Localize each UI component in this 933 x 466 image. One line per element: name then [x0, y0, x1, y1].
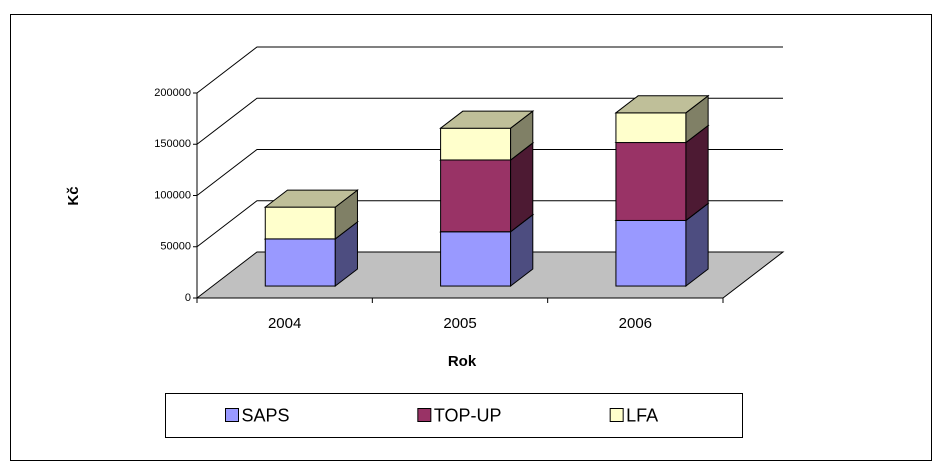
grid-line — [196, 149, 783, 196]
x-tick-label: 2004 — [268, 315, 301, 332]
bar-front — [615, 112, 687, 144]
x-tick-label: 2005 — [443, 315, 476, 332]
x-tick-label: 2006 — [619, 315, 652, 332]
bar-top — [263, 189, 359, 208]
grid-line — [196, 97, 783, 145]
legend-label: TOP-UP — [434, 405, 502, 425]
bar-front — [440, 159, 512, 233]
bar-top — [614, 95, 710, 114]
legend-label: SAPS — [242, 405, 290, 425]
bar — [614, 94, 710, 144]
y-tick-label: 50000 — [160, 241, 191, 253]
legend-label: LFA — [626, 405, 658, 425]
bar-front — [264, 238, 336, 287]
bar-top — [439, 110, 535, 129]
bar-front — [440, 231, 512, 287]
x-axis-title: Rok — [448, 353, 477, 370]
legend-swatch — [417, 408, 432, 422]
legend-swatch — [225, 408, 239, 422]
bar — [439, 110, 535, 161]
bar — [263, 189, 359, 240]
y-tick-label: 100000 — [154, 189, 191, 201]
grid-line — [196, 46, 783, 94]
y-axis-title: Kč — [65, 186, 82, 205]
bar-front — [615, 219, 687, 287]
bar-front — [440, 127, 512, 161]
y-tick-label: 0 — [185, 292, 191, 304]
bar-front — [264, 206, 336, 240]
grid-line — [196, 200, 783, 248]
y-tick-label: 150000 — [154, 138, 191, 150]
legend — [165, 393, 743, 438]
legend-swatch — [609, 408, 624, 422]
y-tick-label: 200000 — [154, 87, 191, 99]
bar-front — [615, 142, 687, 221]
